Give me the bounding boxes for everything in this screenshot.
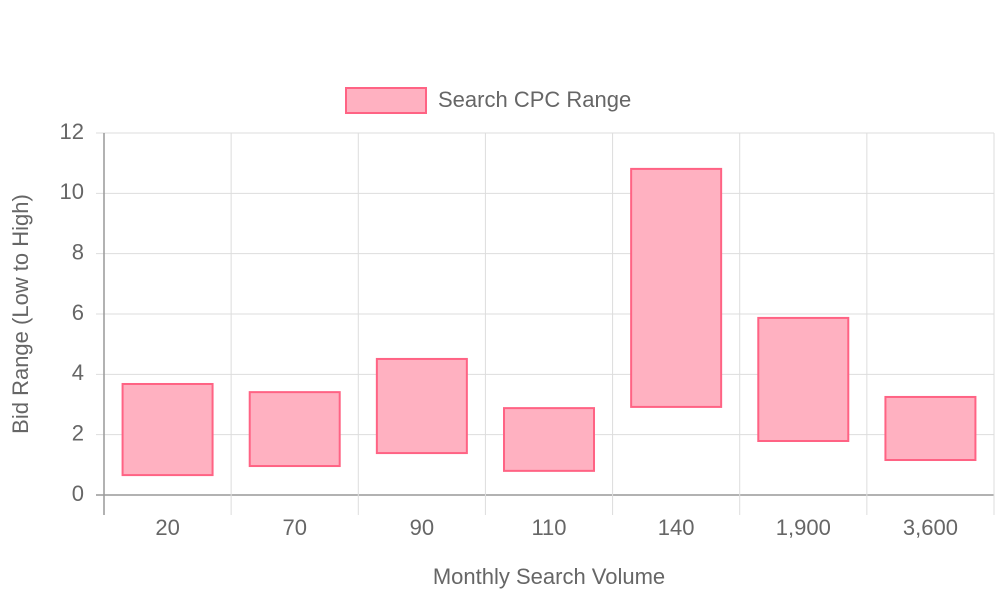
bar xyxy=(375,357,468,455)
x-tick-label: 20 xyxy=(155,515,179,540)
bar xyxy=(884,395,977,462)
x-tick-label: 1,900 xyxy=(776,515,831,540)
x-tick-label: 3,600 xyxy=(903,515,958,540)
bar xyxy=(248,391,341,468)
y-axis-label: Bid Range (Low to High) xyxy=(8,194,33,434)
bar xyxy=(121,382,214,477)
y-tick-label: 0 xyxy=(72,481,84,506)
bar xyxy=(630,167,723,408)
y-tick-label: 6 xyxy=(72,300,84,325)
x-axis-label: Monthly Search Volume xyxy=(433,564,665,589)
bar xyxy=(503,407,595,472)
y-tick-label: 2 xyxy=(72,420,84,445)
legend-label: Search CPC Range xyxy=(438,87,631,112)
x-tick-label: 90 xyxy=(410,515,434,540)
bar xyxy=(757,316,850,443)
y-tick-label: 4 xyxy=(72,360,84,385)
y-tick-label: 8 xyxy=(72,239,84,264)
x-tick-label: 70 xyxy=(282,515,306,540)
x-tick-label: 110 xyxy=(531,515,566,540)
y-tick-label: 12 xyxy=(60,119,84,144)
legend-swatch xyxy=(345,87,427,114)
x-tick-label: 140 xyxy=(658,515,695,540)
y-tick-label: 10 xyxy=(60,179,84,204)
